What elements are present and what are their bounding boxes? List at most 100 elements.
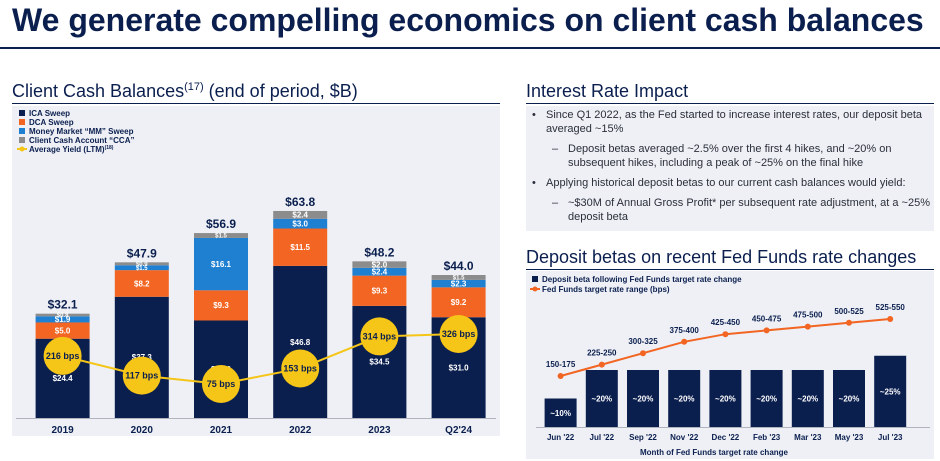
beta-category-label: Sep '22 (629, 433, 657, 442)
rate-marker (640, 350, 646, 357)
rate-marker (887, 316, 894, 322)
cash-total-label: $63.8 (285, 195, 315, 209)
beta-category-label: Jul '23 (878, 433, 903, 442)
legend-marker-rate (532, 286, 538, 292)
rate-label: 500-525 (834, 307, 864, 316)
legend-label-yield-sup: (18) (105, 145, 114, 151)
yield-label: 117 bps (125, 371, 158, 381)
cash-bar-segment (35, 322, 90, 339)
rate-marker (681, 338, 688, 345)
rate-label: 300-325 (628, 337, 658, 346)
rate-line (560, 318, 891, 377)
cash-bar-segment (35, 316, 90, 323)
yield-marker (43, 336, 82, 375)
cash-segment-label: $2.4 (372, 268, 388, 277)
interest-bullet-1: Since Q1 2022, as the Fed started to inc… (526, 108, 934, 136)
cash-balances-heading: Client Cash Balances(17) (end of period,… (12, 81, 358, 102)
cash-total-label: $44.0 (444, 259, 474, 273)
legend-label-mm: Money Market “MM” Sweep (29, 127, 134, 136)
cash-bar-segment (114, 265, 169, 271)
beta-bar-label: ~20% (715, 395, 736, 404)
beta-bar-label: ~25% (880, 387, 901, 396)
legend-swatch-cca (19, 137, 25, 143)
cash-bar-segment (273, 218, 328, 229)
beta-bar (585, 370, 618, 427)
cash-segment-label: $2.0 (372, 260, 388, 269)
cash-segment-label: $11.5 (290, 243, 310, 252)
cash-category-label: 2021 (210, 425, 233, 436)
page-title: We generate compelling economics on clie… (12, 2, 924, 38)
beta-bar (544, 398, 577, 427)
cash-total-label: $32.1 (48, 298, 78, 312)
yield-marker (281, 349, 320, 388)
cash-segment-label: $9.3 (372, 287, 388, 296)
cash-bar-segment (114, 270, 169, 297)
cash-bar-segment (114, 262, 169, 266)
rate-label: 475-500 (793, 311, 823, 320)
cash-segment-label: $16.1 (211, 260, 232, 269)
legend-label-ica: ICA Sweep (29, 109, 70, 118)
cash-segment-label: $31.0 (449, 363, 470, 372)
yield-label: 153 bps (283, 363, 317, 373)
yield-marker (439, 315, 478, 353)
rate-label: 225-250 (587, 349, 617, 358)
cash-bar-segment (352, 275, 407, 306)
cash-bar-segment (194, 290, 248, 321)
interest-sub-bullet-2: ~$30M of Annual Gross Profit* per subseq… (526, 196, 934, 224)
deposit-betas-heading: Deposit betas on recent Fed Funds rate c… (526, 247, 917, 267)
cash-segment-label: $1.5 (136, 266, 148, 272)
cash-heading-footnote: (17) (184, 81, 204, 93)
beta-bar (791, 370, 824, 427)
legend-swatch-dca (19, 119, 25, 125)
rate-marker (598, 361, 605, 368)
cash-total-label: $48.2 (364, 245, 394, 259)
beta-category-label: Mar '23 (794, 433, 822, 442)
cash-bar-segment (194, 233, 248, 238)
beta-bar (750, 370, 783, 427)
legend-swatch-beta (532, 276, 538, 282)
cash-segment-label: $3.0 (292, 219, 308, 228)
beta-bar-label: ~20% (839, 395, 860, 404)
rate-marker (804, 323, 811, 330)
cash-heading-text: Client Cash Balances (12, 81, 185, 101)
beta-bar-label: ~20% (797, 395, 818, 404)
cash-segment-label: $5.0 (55, 326, 71, 335)
betas-legend: Deposit beta following Fed Funds target … (530, 275, 742, 294)
cash-bar-segment (431, 275, 486, 280)
interest-bullet-2: Applying historical deposit betas to our… (526, 176, 934, 190)
cash-segment-label: $1.5 (215, 234, 227, 240)
rate-label: 525-550 (876, 303, 906, 312)
cash-bar-segment (35, 313, 90, 317)
cash-bar-segment (273, 210, 328, 219)
cash-segment-label: $24.4 (53, 374, 74, 383)
interest-rate-heading: Interest Rate Impact (526, 81, 689, 101)
cash-bar-segment (194, 237, 248, 291)
cash-segment-label: $2.3 (451, 279, 467, 288)
cash-legend: ICA Sweep DCA Sweep Money Market “MM” Sw… (17, 109, 135, 154)
betas-x-axis-title: Month of Fed Funds target rate change (640, 448, 789, 457)
yield-label: 75 bps (207, 379, 236, 389)
rate-marker (722, 331, 729, 338)
beta-category-label: Jun '22 (547, 433, 575, 442)
cash-total-label: $47.9 (127, 246, 157, 260)
beta-bar-label: ~10% (550, 409, 571, 418)
cash-bar-segment (273, 265, 328, 418)
yield-marker (122, 356, 161, 395)
cash-segment-label: $1.5 (453, 276, 465, 282)
yield-label: 314 bps (363, 331, 397, 341)
cash-category-label: Q2'24 (445, 425, 472, 436)
yield-line-group: 216 bps 117 bps 75 bps 153 bps 314 bps 326 bp… (43, 315, 478, 403)
cash-category-label: 2023 (368, 425, 391, 436)
cash-segment-label: $2.4 (292, 211, 308, 220)
interest-sub-bullet-1: Deposit betas averaged ~2.5% over the fi… (526, 142, 934, 170)
rate-label: 150-175 (546, 360, 576, 369)
cash-total-label: $56.9 (206, 217, 236, 231)
cash-segment-label: $8.2 (134, 279, 150, 288)
betas-heading-rule (526, 269, 934, 270)
cash-segment-label: $9.3 (213, 301, 229, 310)
legend-label-beta: Deposit beta following Fed Funds target … (542, 275, 742, 284)
rate-marker (846, 319, 852, 326)
cash-category-label: 2019 (51, 425, 74, 436)
